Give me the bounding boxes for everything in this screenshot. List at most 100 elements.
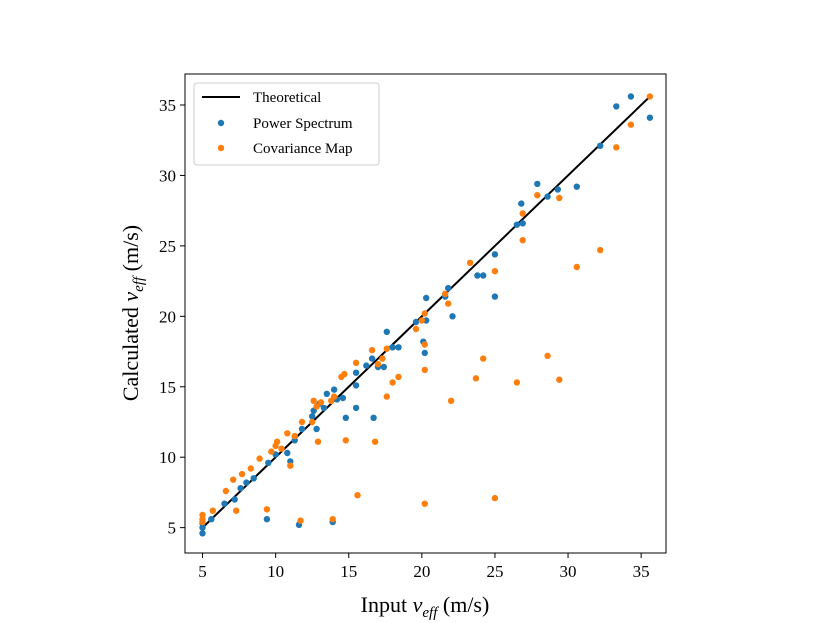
legend-power-spectrum-swatch xyxy=(217,119,225,127)
legend: Theoretical Power Spectrum Covariance Ma… xyxy=(193,82,380,166)
covariance-map-point xyxy=(263,506,271,513)
covariance-map-point xyxy=(613,144,620,151)
x-tick-label: 30 xyxy=(560,562,577,581)
power-spectrum-point xyxy=(352,404,360,412)
power-spectrum-point xyxy=(423,317,430,324)
power-spectrum-point xyxy=(368,355,376,362)
covariance-map-point xyxy=(222,487,230,495)
power-spectrum-point xyxy=(474,272,481,279)
power-spectrum-point xyxy=(383,328,390,335)
power-spectrum-point xyxy=(389,344,396,351)
power-spectrum-point xyxy=(298,425,306,433)
power-spectrum-point xyxy=(597,142,604,149)
covariance-map-point xyxy=(209,507,216,514)
power-spectrum-point xyxy=(513,221,521,228)
covariance-map-point xyxy=(421,341,428,348)
covariance-map-point xyxy=(341,370,348,378)
series-covariance-map xyxy=(199,93,654,526)
power-spectrum-point xyxy=(480,272,487,279)
power-spectrum-point xyxy=(330,386,338,393)
covariance-map-point xyxy=(421,366,428,374)
power-spectrum-point xyxy=(265,459,272,466)
covariance-map-point xyxy=(544,352,551,359)
covariance-map-point xyxy=(230,476,237,483)
covariance-map-point xyxy=(447,397,455,404)
covariance-map-point xyxy=(273,438,281,445)
y-tick-label: 20 xyxy=(159,307,176,326)
covariance-map-point xyxy=(379,355,386,362)
covariance-map-point xyxy=(278,445,285,452)
covariance-map-point xyxy=(519,210,526,217)
power-spectrum-point xyxy=(243,479,250,486)
power-spectrum-point xyxy=(339,394,347,402)
covariance-map-point xyxy=(513,379,521,386)
power-spectrum-point xyxy=(573,183,580,190)
plot-marks xyxy=(199,93,654,537)
x-tick-label: 25 xyxy=(486,562,503,581)
power-spectrum-point xyxy=(491,251,499,258)
covariance-map-point xyxy=(421,310,428,317)
covariance-map-point xyxy=(445,300,452,307)
power-spectrum-point xyxy=(449,313,456,320)
covariance-map-point xyxy=(317,399,325,406)
power-spectrum-point xyxy=(544,193,551,200)
covariance-map-point xyxy=(314,438,322,445)
covariance-map-point xyxy=(256,455,263,462)
covariance-map-point xyxy=(442,290,449,297)
power-spectrum-point xyxy=(199,530,206,537)
power-spectrum-point xyxy=(263,516,271,523)
power-spectrum-point xyxy=(323,390,330,397)
covariance-map-point xyxy=(534,192,541,199)
power-spectrum-point xyxy=(423,294,430,302)
covariance-map-point xyxy=(519,237,526,244)
x-axis-label: Input veff (m/s) xyxy=(361,592,490,621)
power-spectrum-point xyxy=(313,425,320,433)
x-tick-label: 20 xyxy=(413,562,430,581)
covariance-map-point xyxy=(238,470,246,478)
covariance-map-point xyxy=(354,492,361,499)
covariance-map-point xyxy=(368,346,376,354)
covariance-map-point xyxy=(342,437,349,444)
power-spectrum-point xyxy=(309,413,316,420)
y-tick-label: 25 xyxy=(159,237,176,256)
covariance-map-point xyxy=(309,418,316,426)
covariance-map-point xyxy=(371,438,379,445)
power-spectrum-point xyxy=(237,485,244,492)
power-spectrum-point xyxy=(491,293,499,300)
covariance-map-point xyxy=(268,448,275,455)
covariance-map-point xyxy=(233,507,240,514)
legend-covariance-map-swatch xyxy=(217,144,225,152)
covariance-map-point xyxy=(313,403,320,410)
covariance-map-point xyxy=(297,517,304,524)
power-spectrum-point xyxy=(554,186,561,193)
covariance-map-point xyxy=(284,430,291,437)
power-spectrum-point xyxy=(352,382,360,389)
power-spectrum-point xyxy=(518,200,525,207)
y-tick-label: 10 xyxy=(159,448,176,467)
covariance-map-point xyxy=(627,121,635,128)
y-tick-label: 35 xyxy=(159,96,176,115)
covariance-map-point xyxy=(310,397,317,404)
power-spectrum-point xyxy=(370,414,377,421)
covariance-map-point xyxy=(491,494,499,502)
covariance-map-point xyxy=(352,359,360,366)
x-tick-label: 10 xyxy=(267,562,284,581)
covariance-map-point xyxy=(421,500,428,507)
power-spectrum-point xyxy=(284,449,291,457)
y-axis-label: Calculated veff (m/s) xyxy=(118,225,147,401)
covariance-map-point xyxy=(298,418,306,426)
power-spectrum-point xyxy=(352,369,360,376)
covariance-map-point xyxy=(480,355,487,362)
power-spectrum-point xyxy=(421,349,428,357)
legend-theoretical-label: Theoretical xyxy=(253,90,321,106)
power-spectrum-point xyxy=(363,362,370,369)
x-tick-label: 15 xyxy=(340,562,357,581)
covariance-map-point xyxy=(329,516,336,523)
power-spectrum-point xyxy=(342,414,349,421)
power-spectrum-point xyxy=(231,496,238,503)
plot-frame xyxy=(184,73,667,554)
power-spectrum-point xyxy=(646,114,654,121)
covariance-map-point xyxy=(466,259,474,266)
power-spectrum-point xyxy=(613,103,620,110)
power-spectrum-point xyxy=(250,475,257,482)
